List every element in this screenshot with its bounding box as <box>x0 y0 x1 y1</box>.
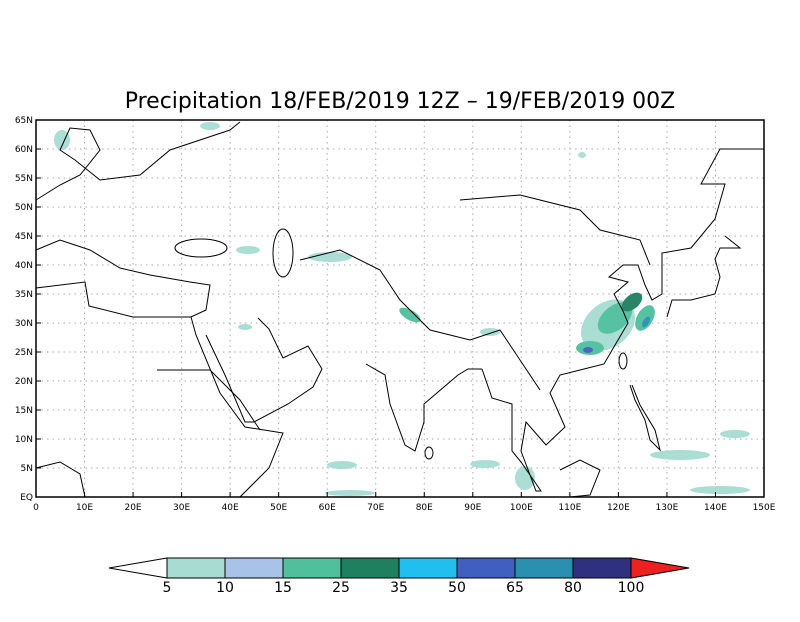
x-tick-label: 10E <box>76 503 93 513</box>
colorbar-label: 15 <box>274 580 292 596</box>
border <box>157 369 261 431</box>
colorbar-box <box>456 557 516 579</box>
x-tick-label: 40E <box>222 503 239 513</box>
colorbar-box <box>282 557 342 579</box>
precip-area <box>54 130 70 150</box>
x-tick-label: 30E <box>173 503 190 513</box>
x-tick-label: 130E <box>655 503 678 513</box>
precip-area <box>480 328 500 336</box>
precip-area <box>690 486 750 494</box>
precip-area <box>515 466 535 490</box>
island <box>559 459 601 498</box>
y-tick-label: 65N <box>15 116 33 126</box>
x-tick-label: 150E <box>753 503 776 513</box>
y-tick-label: 30N <box>15 319 33 329</box>
y-tick-label: 55N <box>15 174 33 184</box>
precip-area <box>325 490 375 496</box>
colorbar-label: 100 <box>618 580 645 596</box>
x-tick-label: 60E <box>319 503 336 513</box>
coastlines <box>35 121 764 498</box>
precipitation <box>54 122 750 496</box>
precip-area <box>200 122 220 130</box>
coastline <box>481 148 764 492</box>
precip-area <box>236 246 260 254</box>
colorbar-label: 65 <box>506 580 524 596</box>
y-tick-label: 40N <box>15 261 33 271</box>
y-tick-label: 20N <box>15 377 33 387</box>
colorbar-label: 5 <box>163 580 172 596</box>
precip-area <box>578 152 586 158</box>
y-tick-label: 35N <box>15 290 33 300</box>
y-tick-label: 5N <box>21 464 33 474</box>
precip-area <box>642 316 650 328</box>
coastline <box>205 317 323 423</box>
x-tick-label: 70E <box>367 503 384 513</box>
x-tick-label: 50E <box>270 503 287 513</box>
precip-area <box>399 307 421 323</box>
y-tick-label: 50N <box>15 203 33 213</box>
x-tick-label: 80E <box>416 503 433 513</box>
grid <box>35 119 765 498</box>
y-tick-label: 15N <box>15 406 33 416</box>
precip-area <box>583 347 593 353</box>
colorbar-label: 50 <box>448 580 466 596</box>
y-tick-label: 45N <box>15 232 33 242</box>
colorbar-label: 25 <box>332 580 350 596</box>
precip-area <box>650 450 710 460</box>
x-tick-label: 100E <box>510 503 533 513</box>
precip-area <box>308 252 352 262</box>
x-tick-label: 20E <box>124 503 141 513</box>
precip-area <box>720 430 750 438</box>
y-tick-label: 10N <box>15 435 33 445</box>
axes: 0 10E 20E 30E 40E 50E 60E 70E 80E 90E 100E 110E 120E… <box>15 116 776 513</box>
coastline <box>35 239 211 318</box>
x-tick-label: 110E <box>558 503 581 513</box>
colorbar-box <box>398 557 458 579</box>
coastline <box>35 121 241 201</box>
map-frame <box>35 119 765 498</box>
colorbar: 5 10 15 25 35 50 65 80 100 <box>108 557 690 596</box>
colorbar-box <box>514 557 574 579</box>
caspian-sea <box>272 228 294 278</box>
colorbar-label: 10 <box>216 580 234 596</box>
colorbar-low <box>108 557 168 579</box>
coastline <box>365 363 482 452</box>
title: Precipitation 18/FEB/2019 12Z – 19/FEB/2… <box>125 89 676 114</box>
colorbar-high <box>630 557 690 579</box>
coastline <box>666 235 742 318</box>
y-tick-label: 60N <box>15 145 33 155</box>
coastline <box>190 316 284 498</box>
colorbar-box <box>166 557 226 579</box>
x-tick-label: 120E <box>607 503 630 513</box>
island <box>618 352 628 370</box>
coastline <box>35 461 86 498</box>
colorbar-label: 35 <box>390 580 408 596</box>
x-tick-label: 140E <box>704 503 727 513</box>
colorbar-box <box>340 557 400 579</box>
black-sea <box>174 238 228 258</box>
y-tick-label: 25N <box>15 348 33 358</box>
precip-area <box>327 461 357 469</box>
precip-area <box>635 305 655 331</box>
island <box>629 384 661 452</box>
x-tick-label: 0 <box>33 503 39 513</box>
precip-area <box>238 324 252 330</box>
precip-area <box>470 460 500 468</box>
precip-area <box>621 292 643 312</box>
colorbar-label: 80 <box>564 580 582 596</box>
y-tick-label: EQ <box>20 493 33 503</box>
border <box>459 194 651 266</box>
island <box>424 446 434 460</box>
x-tick-label: 90E <box>464 503 481 513</box>
colorbar-box <box>572 557 632 579</box>
border <box>299 249 541 391</box>
colorbar-box <box>224 557 284 579</box>
